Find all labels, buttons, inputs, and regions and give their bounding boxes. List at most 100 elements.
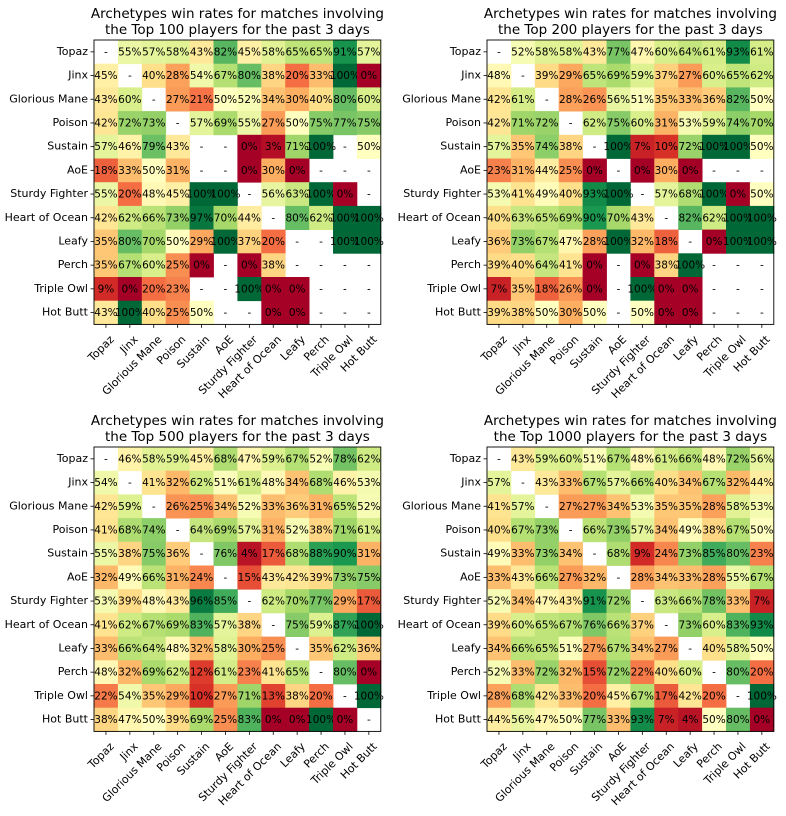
heatmap-cell: [237, 518, 262, 543]
heatmap-cell: [749, 87, 775, 112]
cell-label: 17%: [262, 548, 285, 560]
cell-label: 42%: [678, 690, 701, 702]
cell-label: 58%: [142, 453, 165, 465]
heatmap-cell: [749, 565, 775, 590]
heatmap-cell: [582, 565, 607, 590]
cell-label: 67%: [726, 524, 749, 536]
heatmap-cell: [726, 518, 751, 543]
cell-label: 100%: [306, 714, 336, 726]
plot-frame: [93, 446, 382, 732]
cell-label: 25%: [166, 260, 189, 272]
cell-label: -: [224, 141, 228, 153]
cell-label: 48%: [262, 477, 285, 489]
heatmap-cell: [213, 205, 238, 230]
heatmap-cell: [333, 660, 358, 685]
y-tick-label: Sturdy Fighter: [403, 594, 481, 607]
cell-label: 31%: [166, 165, 189, 177]
heatmap-cell: [261, 158, 286, 183]
cell-label: 51%: [631, 94, 654, 106]
y-tick-label: Leafy: [58, 234, 88, 247]
cell-label: 53%: [487, 189, 510, 201]
heatmap-cell: [117, 111, 143, 136]
heatmap-cell: [702, 205, 727, 230]
cell-label: 100%: [747, 212, 777, 224]
cell-label: 47%: [535, 714, 558, 726]
heatmap-cell: [558, 205, 583, 230]
cell-label: 58%: [726, 501, 749, 513]
heatmap-cell: [654, 134, 679, 159]
cell-label: 42%: [94, 501, 117, 513]
heatmap-cell: [189, 182, 214, 207]
cell-label: 47%: [535, 596, 558, 608]
heatmap-cell: [261, 300, 286, 325]
cell-label: 65%: [726, 70, 749, 82]
cell-label: 43%: [166, 596, 189, 608]
heatmap-cell: [630, 205, 655, 230]
heatmap-cell: [630, 40, 655, 65]
chart-title-line: Archetypes win rates for matches involvi…: [484, 6, 777, 22]
cell-label: 44%: [487, 714, 510, 726]
cell-label: 33%: [94, 643, 117, 655]
cell-label: 50%: [535, 307, 558, 319]
heatmap-cell: [678, 447, 703, 472]
cell-label: 65%: [285, 46, 308, 58]
heatmap-cell: [487, 612, 512, 637]
heatmap-cell: [630, 660, 655, 685]
heatmap-cell: [726, 612, 751, 637]
cell-label: 52%: [487, 667, 510, 679]
cell-label: 68%: [118, 524, 141, 536]
heatmap-cell: [261, 63, 286, 88]
chart-title-line: the Top 1000 players for the past 3 days: [494, 429, 767, 445]
cell-label: 56%: [262, 189, 285, 201]
cell-label: 15%: [238, 572, 261, 584]
cell-label: 50%: [750, 524, 773, 536]
y-tick-label: Leafy: [58, 641, 88, 654]
heatmap-cell: [333, 518, 358, 543]
cell-label: 0%: [634, 165, 651, 177]
plot-frame: [486, 39, 775, 325]
cell-label: 60%: [511, 619, 534, 631]
cell-label: 17%: [357, 596, 380, 608]
heatmap-cell: [309, 87, 334, 112]
y-tick-label: Topaz: [56, 45, 88, 58]
cell-label: 38%: [262, 260, 285, 272]
cell-label: 100%: [330, 70, 360, 82]
cell-label: 82%: [214, 46, 237, 58]
cell-label: 60%: [702, 619, 725, 631]
heatmap-cell: [582, 63, 607, 88]
heatmap-cell: [189, 300, 214, 325]
cell-label: 100%: [234, 283, 264, 295]
heatmap-cell: [285, 40, 310, 65]
heatmap-cell: [534, 660, 560, 685]
cell-label: 28%: [702, 501, 725, 513]
heatmap-cell: [534, 707, 560, 732]
heatmap-cell: [117, 87, 143, 112]
heatmap-cell: [487, 229, 512, 254]
cell-label: 67%: [118, 260, 141, 272]
cell-label: 72%: [535, 667, 558, 679]
cell-label: 100%: [210, 189, 240, 201]
cell-label: -: [712, 667, 716, 679]
cell-label: 100%: [723, 141, 753, 153]
cell-label: -: [593, 141, 597, 153]
heatmap-cell: [189, 40, 214, 65]
heatmap-cell: [189, 87, 214, 112]
heatmap-cell: [558, 158, 583, 183]
y-tick-label: Hot Butt: [435, 713, 482, 726]
heatmap-cell: [285, 518, 310, 543]
cell-label: 41%: [94, 524, 117, 536]
cell-label: -: [367, 283, 371, 295]
heatmap-cell: [487, 63, 512, 88]
cell-label: 29%: [559, 70, 582, 82]
cell-label: -: [224, 572, 228, 584]
x-tick-label: Leafy: [278, 333, 308, 363]
cell-label: 43%: [583, 46, 606, 58]
heatmap-cell: [558, 707, 583, 732]
heatmap-cell: [630, 494, 655, 519]
heatmap-cell: [630, 158, 655, 183]
heatmap-cell: [749, 660, 775, 685]
heatmap-cell: [487, 707, 512, 732]
cell-label: 35%: [142, 690, 165, 702]
heatmap-cell: [165, 612, 190, 637]
cell-label: 0%: [754, 714, 771, 726]
